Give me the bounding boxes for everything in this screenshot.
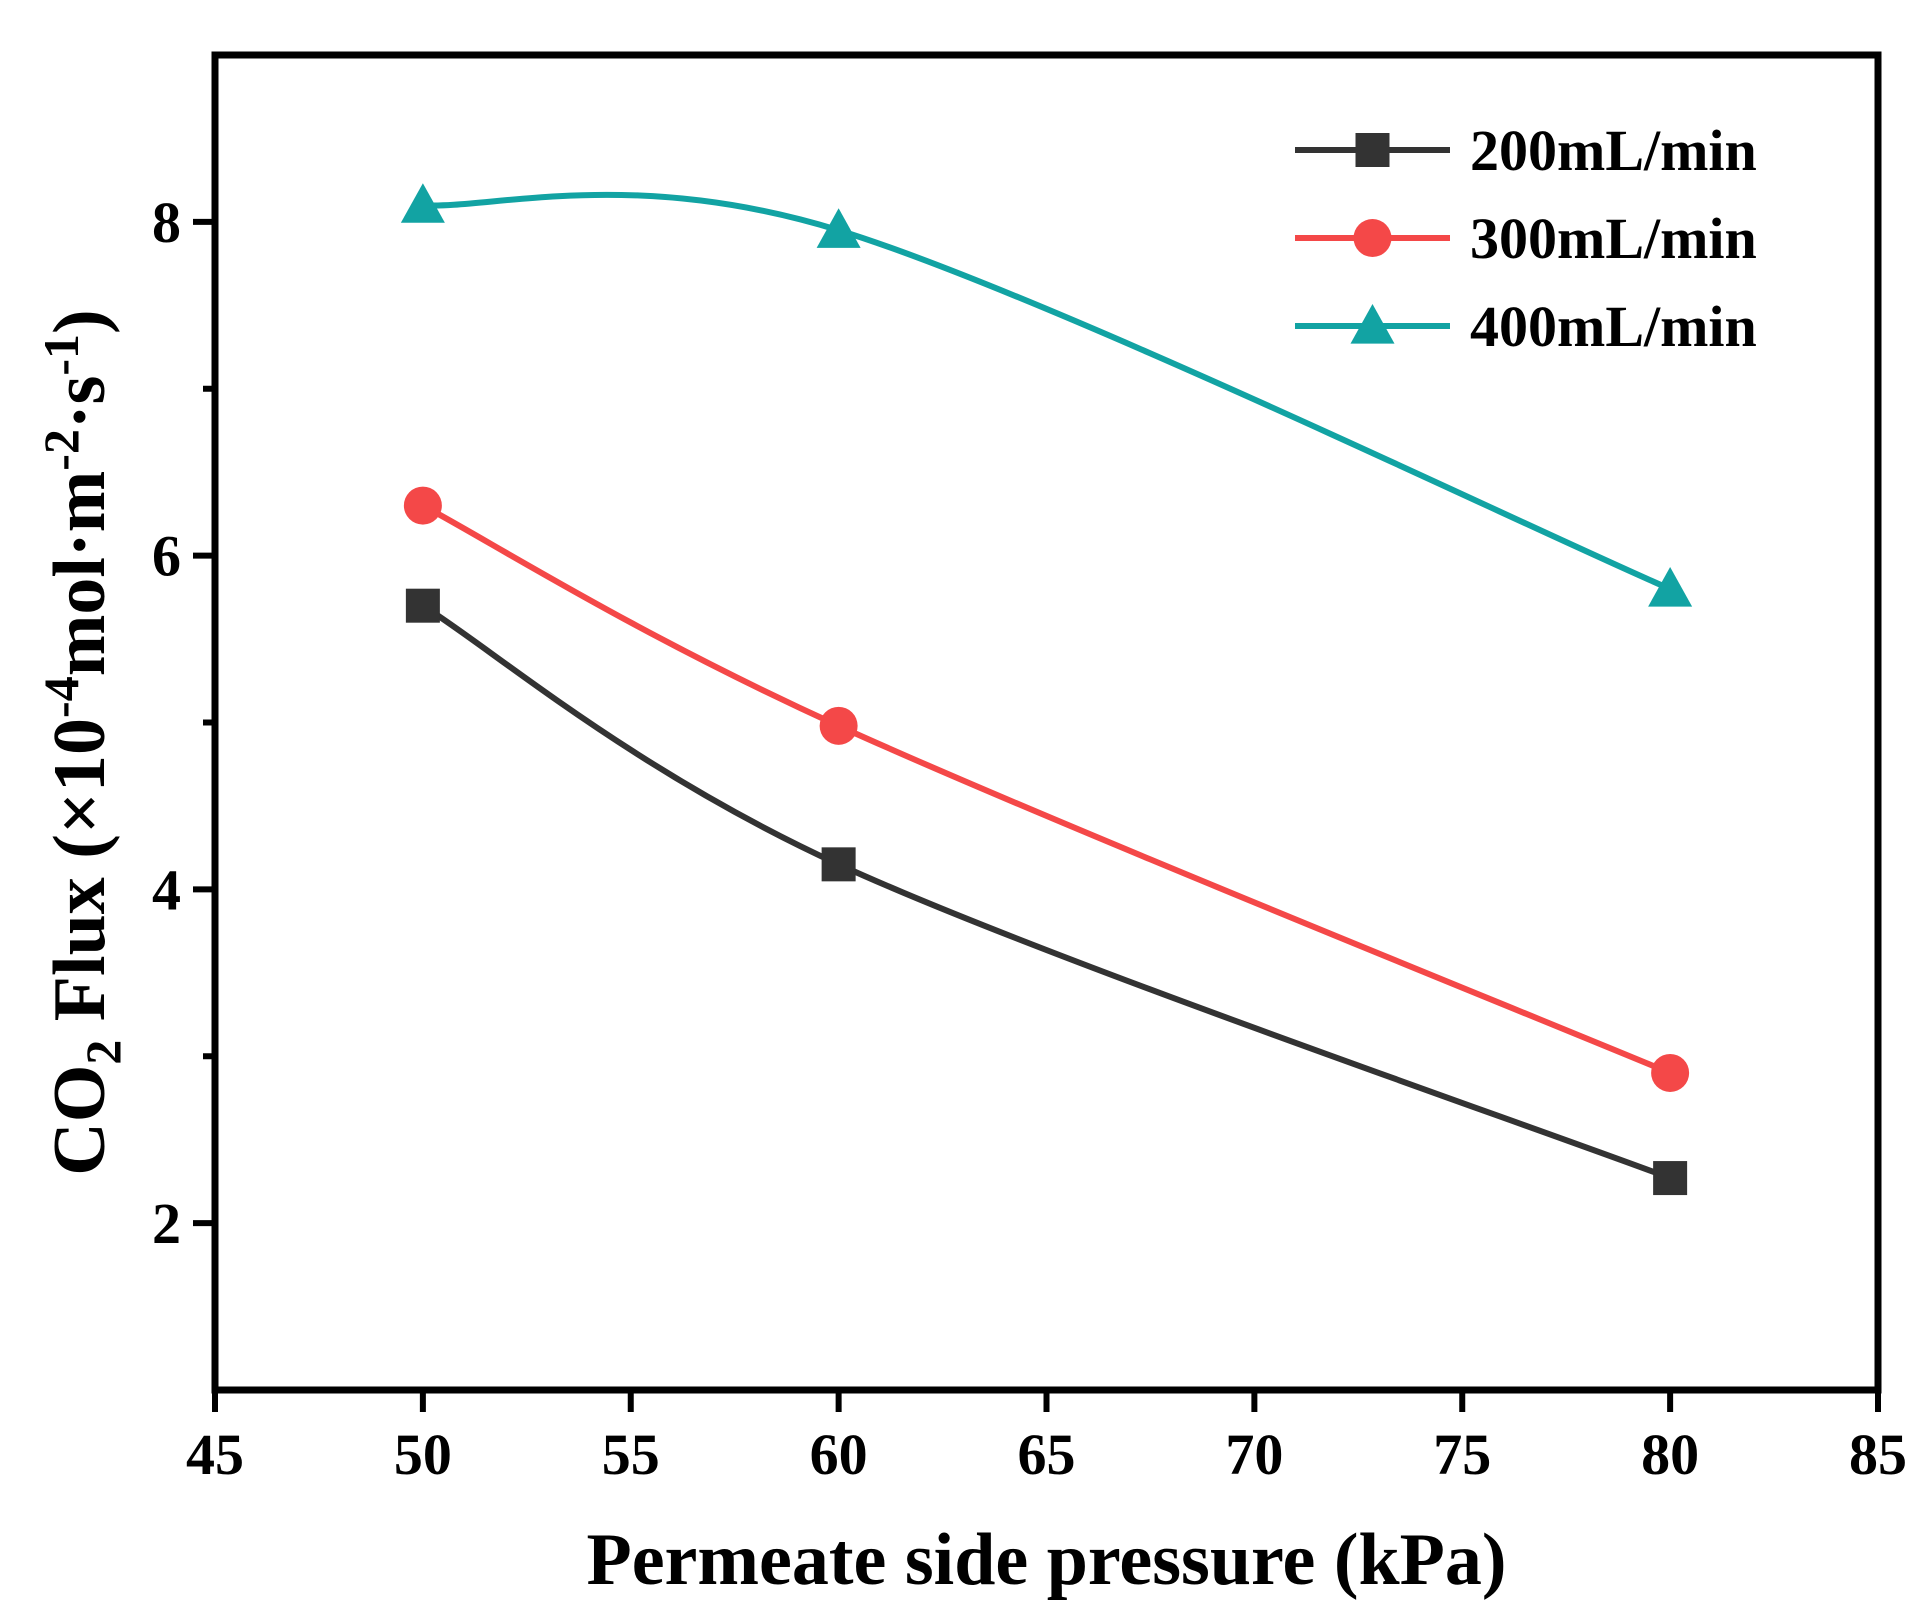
legend-marker [1355, 133, 1390, 167]
data-point [1653, 1161, 1688, 1196]
y-tick-label: 4 [152, 857, 181, 922]
series-line [419, 502, 1674, 1076]
y-axis-title: CO2 Flux (×10-4mol·m-2·s-1) [33, 309, 131, 1175]
data-point [1648, 567, 1693, 607]
y-tick-label: 8 [152, 190, 181, 255]
x-tick-label: 70 [1225, 1422, 1283, 1487]
x-tick-label: 65 [1018, 1422, 1076, 1487]
x-tick-label: 50 [394, 1422, 452, 1487]
y-axis-title-mid: Flux (×10 [39, 718, 121, 1040]
legend-label: 400mL/min [1470, 294, 1757, 359]
series-line [419, 191, 1674, 592]
y-axis-title-sup3: -1 [33, 334, 89, 376]
data-point [1651, 1053, 1690, 1092]
data-point [403, 486, 442, 525]
legend-marker [1350, 304, 1395, 344]
y-axis-title-sup1: -4 [33, 676, 89, 718]
x-tick-label: 55 [602, 1422, 660, 1487]
y-tick-label: 6 [152, 524, 181, 589]
x-tick-label: 80 [1641, 1422, 1699, 1487]
legend-label: 200mL/min [1470, 118, 1757, 183]
series-markers [400, 183, 1693, 1196]
data-point [816, 208, 861, 248]
x-axis-title: Permeate side pressure (kPa) [587, 1519, 1507, 1601]
legend: 200mL/min 300mL/min 400mL/min [1295, 118, 1757, 359]
y-axis-title-sub1: 2 [75, 1040, 131, 1065]
data-point [819, 706, 858, 745]
x-tick-label: 45 [186, 1422, 244, 1487]
y-axis-title-sup2: -2 [33, 429, 89, 471]
legend-marker [1353, 219, 1392, 257]
data-point [400, 183, 445, 223]
x-tick-label: 75 [1433, 1422, 1491, 1487]
legend-label: 300mL/min [1470, 206, 1757, 271]
data-point [821, 847, 856, 882]
y-axis-title-suffix: ) [39, 309, 121, 334]
x-axis: 45 50 55 60 65 70 75 80 85 [186, 1390, 1907, 1487]
series-line [419, 602, 1674, 1182]
y-axis-title-mid3: ·s [39, 376, 121, 429]
series-lines [419, 191, 1674, 1182]
y-axis-title-mid2: mol·m [39, 471, 121, 677]
y-axis: 2 4 6 8 [152, 190, 215, 1256]
y-axis-title-prefix: CO [39, 1065, 121, 1176]
y-tick-label: 2 [152, 1191, 181, 1256]
data-point [405, 588, 440, 623]
x-tick-label: 60 [810, 1422, 868, 1487]
x-tick-label: 85 [1849, 1422, 1907, 1487]
